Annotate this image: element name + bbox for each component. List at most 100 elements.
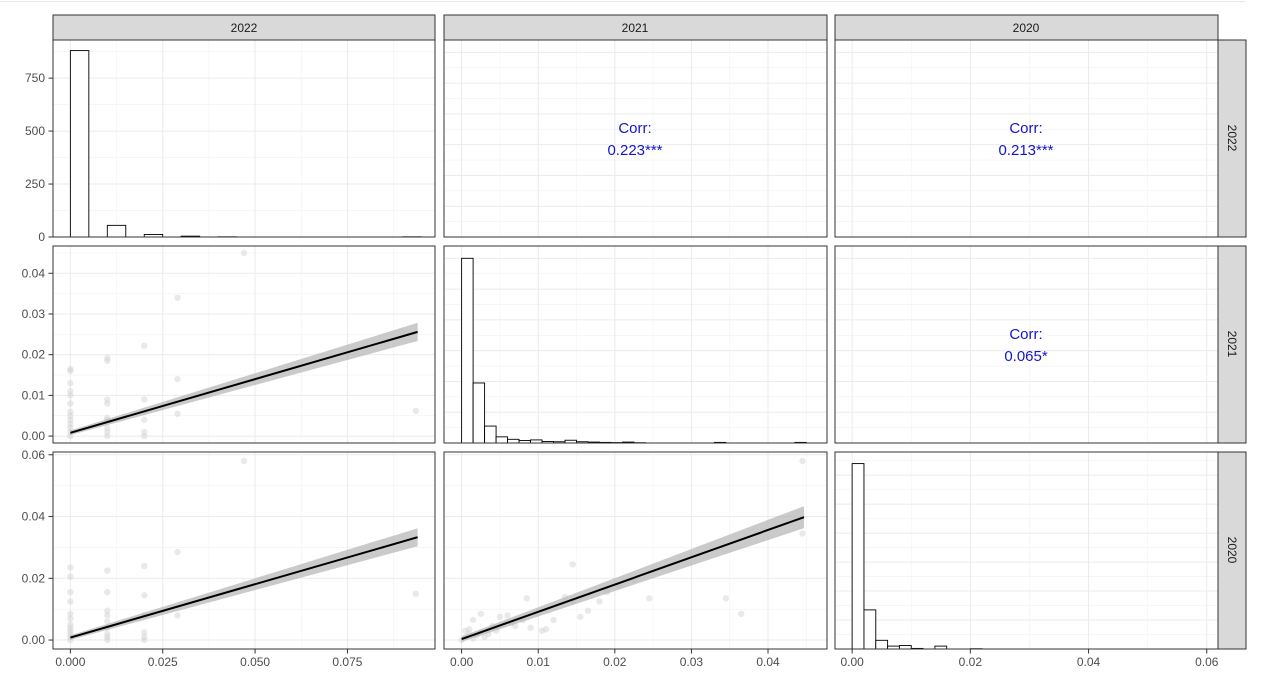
x-tick-label: 0.02 (959, 655, 983, 669)
panel-background (444, 40, 827, 237)
x-tick-label: 0.00 (450, 655, 474, 669)
scatter-point (104, 618, 111, 625)
scatter-point (67, 367, 74, 375)
scatter-point (67, 621, 74, 628)
histogram-bar (898, 645, 912, 650)
row-strip-label-2020: 2020 (1225, 537, 1239, 564)
scatter-point (174, 548, 181, 556)
scatter-point (496, 613, 504, 621)
scatter-point (141, 592, 148, 599)
scatter-point (477, 610, 484, 617)
panels: 0 250 500 750 0.00 0.01 0.02 0.03 0.04 0.00 0.02 0.… (22, 39, 1219, 669)
histogram-bar (472, 382, 486, 444)
scatter-point (104, 612, 111, 619)
scatter-point (67, 416, 74, 423)
scatter-point (799, 530, 806, 537)
scatter-point (104, 630, 111, 638)
scatter-point (67, 573, 74, 580)
y-tick-label: 0.00 (22, 633, 46, 647)
fit-line (70, 330, 418, 434)
panel-2022-2020 (835, 40, 1218, 238)
column-strips: 2022 2021 2020 (52, 14, 1219, 41)
scatter-point (67, 392, 74, 399)
histogram-bar (106, 224, 127, 238)
row-strip-label-2021: 2021 (1225, 331, 1239, 358)
panel-2020-2021 (444, 452, 827, 649)
panel-2020-2020 (835, 452, 1218, 650)
scatter-point (240, 457, 248, 465)
scatter-point (722, 595, 730, 602)
column-strip-label-2021: 2021 (622, 21, 649, 35)
scatter-point (104, 428, 111, 436)
row-strips: 2022 2021 2020 (1217, 39, 1247, 650)
fit-line (70, 536, 418, 639)
panel-background (835, 452, 1218, 649)
scatter-point (141, 342, 148, 349)
panel-2022-2022 (53, 40, 435, 238)
panel-2020-2022 (53, 452, 435, 649)
scatter-point (141, 416, 148, 423)
scatter-point (104, 607, 111, 614)
scatter-point (481, 633, 488, 641)
scatter-point (67, 400, 74, 407)
scatter-point (646, 595, 653, 602)
scatter-point (67, 420, 74, 428)
panel-background (835, 40, 1218, 237)
scatter-point (104, 432, 111, 440)
scatter-point (596, 598, 603, 605)
scatter-point (67, 424, 74, 432)
x-tick-label: 0.025 (148, 655, 178, 669)
panel-border (834, 39, 1219, 238)
scatter-point (67, 610, 74, 617)
x-tick-label: 0.01 (527, 655, 551, 669)
column-strip-label-2022: 2022 (231, 21, 258, 35)
scatter-point (504, 612, 511, 619)
histogram-bar (484, 425, 497, 444)
y-tick-label: 0.03 (22, 307, 46, 321)
y-tick-label: 0.02 (22, 571, 46, 585)
scatter-point (141, 432, 148, 440)
scatter-point (240, 249, 248, 257)
x-tick-label: 0.04 (1077, 655, 1101, 669)
histogram-bar (507, 438, 520, 444)
scatter-point (466, 626, 473, 633)
corr-value-2022-2021: 0.223*** (607, 142, 662, 159)
correlation-cells: Corr: 0.223*** Corr: 0.213*** Corr: 0.06… (607, 120, 1053, 365)
scatter-point (542, 626, 550, 633)
scatter-point (67, 408, 74, 415)
scatter-point (104, 357, 111, 364)
x-tick-label: 0.00 (840, 655, 864, 669)
scatter-point (527, 624, 534, 631)
y-tick-label: 0.01 (22, 388, 46, 402)
scatter-point (462, 627, 469, 634)
histogram-bar (875, 639, 889, 650)
x-tick-label: 0.04 (756, 655, 780, 669)
corr-label-2022-2020: Corr: (1009, 120, 1042, 137)
scatter-point (412, 590, 419, 597)
panel-border (443, 39, 828, 238)
scatter-point (104, 396, 111, 403)
panel-background (835, 246, 1218, 443)
corr-label-2021-2020: Corr: (1009, 326, 1042, 343)
scatter-point (550, 616, 557, 624)
scatter-point (104, 636, 111, 644)
scatter-point (104, 567, 111, 574)
y-tick-label: 0.00 (22, 429, 46, 443)
scatter-point (104, 400, 111, 407)
scatter-point (174, 294, 181, 301)
scatter-point (67, 627, 74, 634)
scatter-point (104, 633, 111, 641)
y-tick-label: 750 (25, 71, 45, 85)
panel-border (834, 245, 1219, 444)
panel-background (444, 246, 827, 443)
scatter-point (141, 636, 148, 644)
corr-label-2022-2021: Corr: (618, 120, 651, 137)
x-tick-label: 0.03 (680, 655, 704, 669)
y-tick-label: 0.04 (22, 510, 46, 524)
scatter-point (67, 379, 74, 387)
panel-border (834, 451, 1219, 650)
panel-background (53, 40, 435, 237)
scatter-point (67, 615, 74, 622)
y-tick-label: 0 (38, 230, 45, 244)
